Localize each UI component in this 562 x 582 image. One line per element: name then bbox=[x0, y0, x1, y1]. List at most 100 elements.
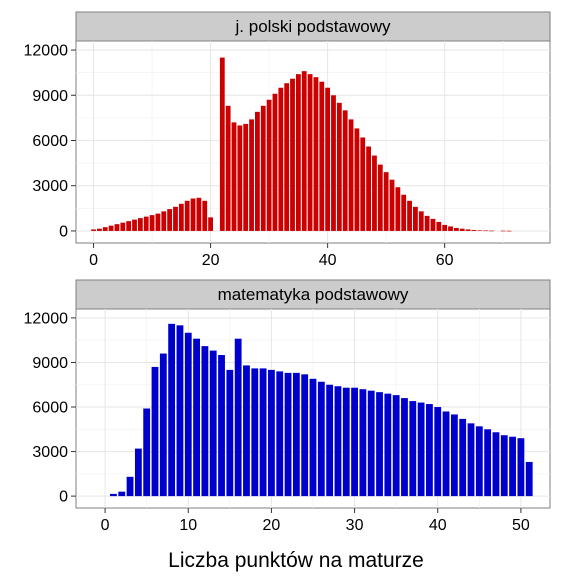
bar-polish bbox=[178, 203, 184, 231]
bar-math bbox=[459, 418, 467, 497]
bar-math bbox=[384, 393, 392, 497]
bar-polish bbox=[413, 206, 418, 231]
bar-polish bbox=[430, 218, 436, 231]
bar-math bbox=[342, 387, 350, 497]
bar-polish bbox=[354, 128, 360, 231]
bar-polish bbox=[372, 155, 377, 231]
bar-math bbox=[184, 332, 192, 497]
x-axis-math: 0 10 20 30 40 50 bbox=[101, 508, 530, 534]
bar-math bbox=[151, 366, 159, 497]
bar-polish bbox=[483, 230, 489, 232]
bar-polish bbox=[465, 229, 471, 231]
bar-math bbox=[409, 401, 417, 497]
bar-polish bbox=[255, 111, 260, 231]
bar-polish bbox=[126, 221, 132, 231]
x-tick-label-math: 0 bbox=[101, 517, 110, 534]
bar-math bbox=[126, 476, 134, 497]
bar-polish bbox=[184, 200, 190, 231]
bar-polish bbox=[453, 227, 459, 231]
y-axis-math: 0 3000 6000 9000 12000 bbox=[24, 310, 76, 506]
y-tick-label-math: 6000 bbox=[32, 400, 68, 417]
x-axis-title: Liczba punktów na maturze bbox=[168, 549, 424, 572]
bar-math bbox=[243, 365, 250, 497]
x-tick-label-math: 10 bbox=[179, 517, 197, 534]
bar-math bbox=[417, 402, 425, 497]
bar-polish bbox=[407, 200, 412, 231]
bar-math bbox=[442, 411, 450, 497]
bar-math bbox=[359, 389, 367, 497]
bar-polish bbox=[231, 122, 237, 231]
bar-polish bbox=[401, 194, 407, 231]
bar-polish bbox=[290, 78, 295, 231]
bar-math bbox=[110, 493, 117, 497]
x-tick-label-math: 40 bbox=[429, 517, 447, 534]
strip-title-polish: j. polski podstawowy bbox=[235, 17, 391, 36]
bar-math bbox=[226, 369, 234, 497]
panel-math: matematyka podstawowy 0 3000 6000 9000 12000… bbox=[24, 279, 551, 534]
bar-polish bbox=[506, 230, 512, 232]
bar-math bbox=[392, 395, 400, 497]
bar-polish bbox=[436, 221, 442, 231]
bar-polish bbox=[471, 230, 477, 231]
bar-math bbox=[450, 414, 458, 497]
bar-polish bbox=[348, 119, 354, 231]
bar-polish bbox=[307, 74, 313, 231]
bar-polish bbox=[190, 198, 196, 231]
bar-math bbox=[268, 369, 275, 497]
bar-math bbox=[434, 407, 442, 497]
bar-polish bbox=[342, 110, 348, 231]
bar-polish bbox=[173, 206, 178, 231]
strip-title-math: matematyka podstawowy bbox=[218, 285, 409, 304]
bar-math bbox=[292, 372, 300, 497]
bar-math bbox=[367, 390, 375, 497]
x-tick-label-polish: 60 bbox=[436, 252, 454, 269]
bar-polish bbox=[424, 215, 430, 231]
bar-polish bbox=[161, 211, 167, 231]
bar-math bbox=[317, 381, 325, 497]
bar-math bbox=[334, 386, 342, 497]
bar-polish bbox=[102, 227, 108, 231]
bar-polish bbox=[108, 225, 114, 231]
bar-polish bbox=[389, 179, 395, 231]
bar-math bbox=[301, 374, 309, 497]
bar-polish bbox=[143, 216, 149, 231]
bar-polish bbox=[459, 228, 465, 231]
bar-polish bbox=[325, 87, 331, 231]
gridlines-polish bbox=[76, 41, 550, 243]
bar-polish bbox=[97, 228, 102, 231]
bar-math bbox=[376, 392, 383, 497]
bar-polish bbox=[272, 93, 278, 231]
x-tick-label-polish: 20 bbox=[202, 252, 220, 269]
panel-polish: j. polski podstawowy 030006000900012000 … bbox=[24, 11, 551, 269]
y-tick-label-math: 9000 bbox=[32, 355, 68, 372]
bar-polish bbox=[137, 218, 143, 231]
bar-math bbox=[509, 436, 516, 497]
bar-polish bbox=[219, 57, 225, 231]
bar-math bbox=[492, 432, 500, 497]
y-tick-label-polish: 9000 bbox=[32, 88, 68, 105]
bar-math bbox=[251, 368, 259, 497]
bar-polish bbox=[196, 197, 202, 231]
bar-polish bbox=[208, 217, 213, 231]
bar-polish bbox=[278, 87, 284, 231]
bar-math bbox=[193, 338, 200, 497]
bar-polish bbox=[132, 219, 137, 231]
bar-math bbox=[467, 423, 475, 497]
bar-polish bbox=[295, 74, 301, 231]
bar-math bbox=[118, 491, 126, 497]
bar-polish bbox=[260, 105, 266, 231]
bar-polish bbox=[489, 230, 494, 232]
bar-math bbox=[159, 353, 167, 497]
bar-polish bbox=[167, 209, 173, 231]
bar-polish bbox=[284, 83, 290, 231]
bar-polish bbox=[319, 81, 325, 231]
bar-math bbox=[134, 448, 142, 497]
bar-polish bbox=[500, 230, 506, 232]
bar-polish bbox=[383, 172, 389, 231]
y-tick-label-polish: 0 bbox=[59, 223, 68, 240]
bar-polish bbox=[249, 119, 254, 231]
bar-math bbox=[401, 398, 408, 497]
bar-polish bbox=[418, 211, 424, 231]
y-axis-polish: 0 3000 6000 9000 12000 bbox=[24, 43, 76, 240]
